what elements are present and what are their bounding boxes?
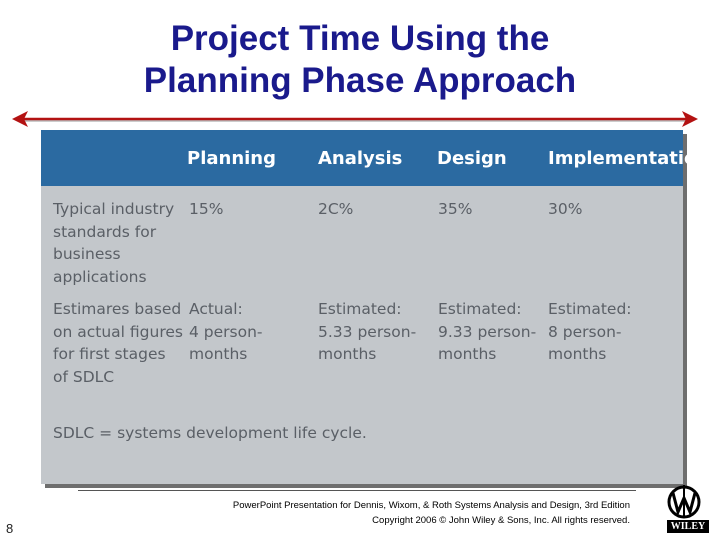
footer-citation: PowerPoint Presentation for Dennis, Wixo… xyxy=(150,498,630,528)
row-2-label: Estimares based on actual figures for fi… xyxy=(53,300,183,386)
header-design: Design xyxy=(437,148,507,169)
header-planning: Planning xyxy=(187,148,277,169)
row-1-label: Typical industry standards for business … xyxy=(53,200,175,286)
footer-line-1: PowerPoint Presentation for Dennis, Wixo… xyxy=(232,500,630,511)
header-implementation: Implementation xyxy=(548,148,710,169)
double-arrow-divider xyxy=(12,111,698,127)
footer-divider xyxy=(78,490,636,491)
page-number: 8 xyxy=(6,521,14,536)
slide-title-line-2: Planning Phase Approach xyxy=(143,61,577,100)
header-analysis: Analysis xyxy=(318,148,403,169)
row-2-planning: Actual: 4 person- months xyxy=(189,300,263,363)
row-1-design: 35% xyxy=(438,200,473,218)
slide-title-line-1: Project Time Using the xyxy=(170,19,550,58)
slide-title: Project Time Using the Planning Phase Ap… xyxy=(60,18,660,102)
row-1-planning: 15% xyxy=(189,200,224,218)
row-2-analysis: Estimated: 5.33 person- months xyxy=(318,300,417,363)
row-2-implementation: Estimated: 8 person- months xyxy=(548,300,632,363)
row-1-analysis: 2C% xyxy=(318,200,354,218)
table-footnote: SDLC = systems development life cycle. xyxy=(53,424,367,442)
wiley-logo-text: WILEY xyxy=(667,520,709,533)
table-header-row: Planning Analysis Design Implementation xyxy=(41,130,709,186)
row-2-design: Estimated: 9.33 person- months xyxy=(438,300,537,363)
project-time-table: Planning Analysis Design Implementation … xyxy=(41,130,709,484)
footer-line-2: Copyright 2006 © John Wiley & Sons, Inc.… xyxy=(372,515,630,526)
wiley-logo-icon xyxy=(667,485,701,519)
row-1-implementation: 30% xyxy=(548,200,583,218)
